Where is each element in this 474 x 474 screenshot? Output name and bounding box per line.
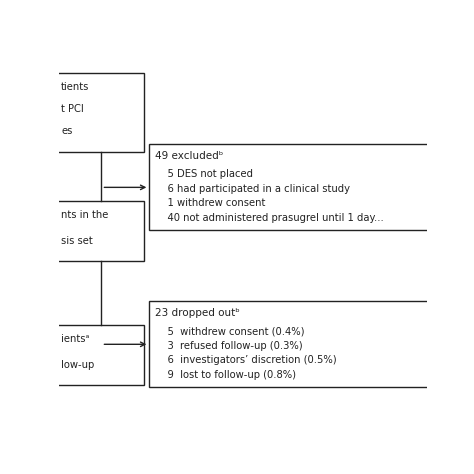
Text: ientsᵃ: ientsᵃ: [61, 334, 90, 344]
Text: 5 DES not placed: 5 DES not placed: [155, 169, 253, 179]
Text: sis set: sis set: [61, 236, 93, 246]
Text: es: es: [61, 126, 73, 136]
Text: nts in the: nts in the: [61, 210, 109, 220]
Text: 9  lost to follow-up (0.8%): 9 lost to follow-up (0.8%): [155, 370, 296, 380]
Text: low-up: low-up: [61, 360, 94, 370]
Text: 3  refused follow-up (0.3%): 3 refused follow-up (0.3%): [155, 341, 302, 351]
Bar: [37, 201, 144, 261]
Bar: [149, 301, 443, 387]
Text: 6  investigators’ discretion (0.5%): 6 investigators’ discretion (0.5%): [155, 356, 337, 365]
Bar: [149, 145, 443, 230]
Text: 6 had participated in a clinical study: 6 had participated in a clinical study: [155, 184, 350, 194]
Text: 40 not administered prasugrel until 1 day...: 40 not administered prasugrel until 1 da…: [155, 213, 383, 223]
Text: 23 dropped outᵇ: 23 dropped outᵇ: [155, 308, 239, 318]
Text: 49 excludedᵇ: 49 excludedᵇ: [155, 151, 223, 161]
Text: tients: tients: [61, 82, 90, 92]
Text: 1 withdrew consent: 1 withdrew consent: [155, 199, 265, 209]
Bar: [37, 325, 144, 385]
Text: t PCI: t PCI: [61, 104, 84, 114]
Bar: [37, 73, 144, 152]
Text: 5  withdrew consent (0.4%): 5 withdrew consent (0.4%): [155, 326, 304, 336]
